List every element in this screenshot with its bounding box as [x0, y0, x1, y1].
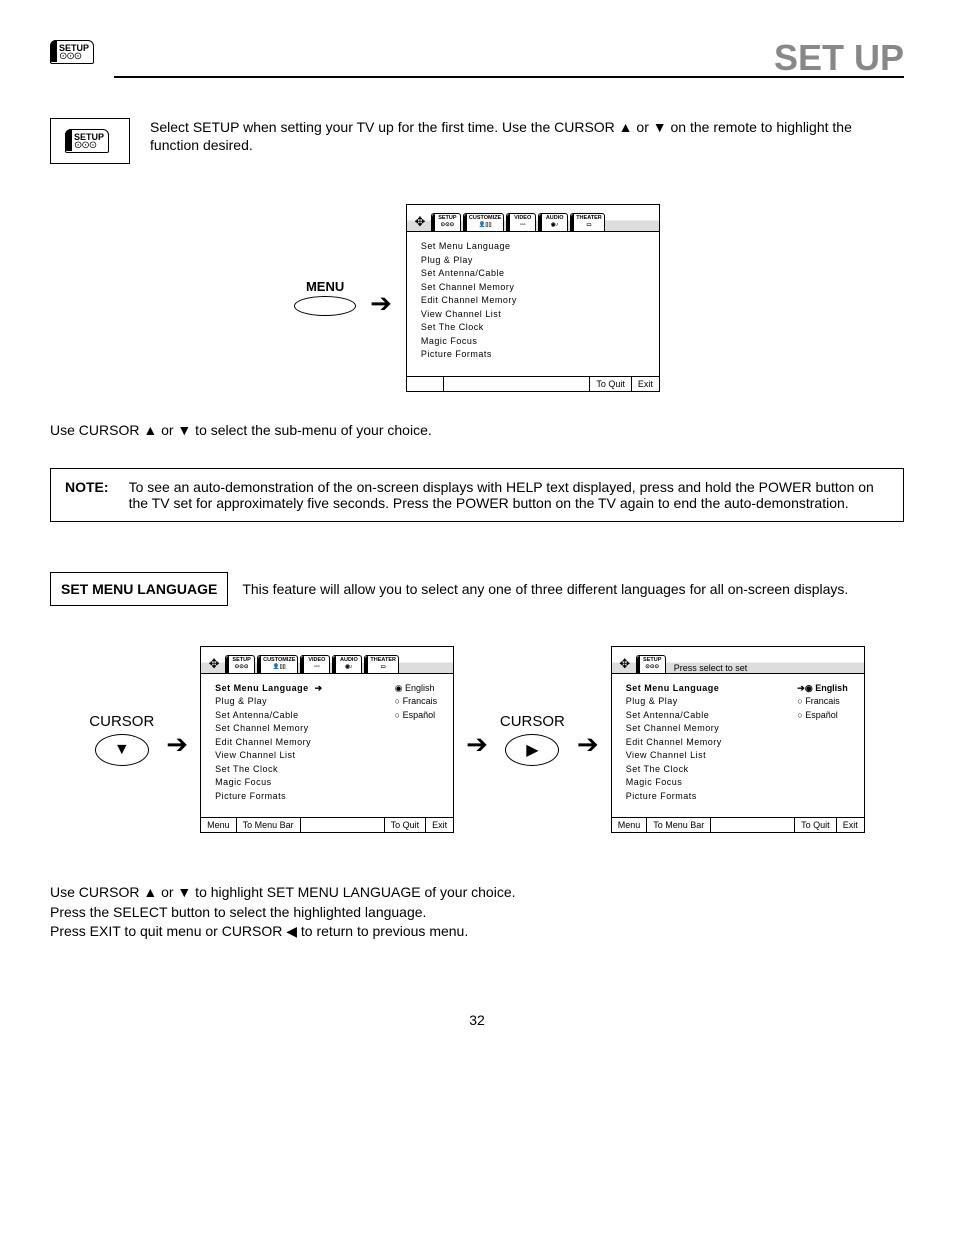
final-instructions: Use CURSOR ▲ or ▼ to highlight SET MENU … [50, 883, 904, 942]
corner-setup-icon: SETUP ⊙⊙⊙ [50, 40, 94, 64]
note-text: To see an auto-demonstration of the on-s… [129, 479, 889, 511]
arrow-right-icon: ➔ [370, 290, 392, 316]
menu-item-magic-focus: Magic Focus [421, 335, 517, 349]
cursor-down-graphic: CURSOR ▼ [89, 713, 154, 766]
note-label: NOTE: [65, 479, 109, 511]
osd-tab-customize: CUSTOMIZE👤▯▯ [463, 213, 504, 231]
menu-item-set-the-clock: Set The Clock [421, 321, 517, 335]
note-box: NOTE: To see an auto-demonstration of th… [50, 468, 904, 522]
menu-item-plug-play: Plug & Play [421, 254, 517, 268]
osd-footer: To Quit Exit [407, 376, 659, 391]
menu-item-set-antenna: Set Antenna/Cable [421, 267, 517, 281]
setup-box-gears-icon: ⊙⊙⊙ [74, 142, 104, 150]
footer-to-menu-bar: To Menu Bar [237, 818, 301, 832]
intro-text: Select SETUP when setting your TV up for… [150, 118, 904, 154]
arrow-right-icon-2: ➔ [166, 731, 188, 757]
opt-english: English [395, 682, 437, 696]
final-line-2: Press the SELECT button to select the hi… [50, 903, 904, 923]
arrow-right-icon-4: ➔ [577, 731, 599, 757]
osd-menu-list: Set Menu Language Plug & Play Set Antenn… [421, 240, 517, 362]
language-options-2: ➔English Francais Español [797, 682, 853, 804]
dpad-icon: ✥ [205, 655, 223, 673]
opt-english-selected: English [805, 683, 848, 693]
footer-to-quit: To Quit [589, 377, 631, 391]
setup-box-icon: SETUP ⊙⊙⊙ [50, 118, 130, 164]
dpad-icon: ✥ [616, 655, 634, 673]
setup-gears-icon: ⊙⊙⊙ [59, 53, 89, 61]
dpad-icon: ✥ [411, 213, 429, 231]
menu-button-label: MENU [294, 279, 356, 294]
osd-tab-bar: ✥ SETUP⊙⊙⊙ CUSTOMIZE👤▯▯ VIDEO▫▫▫ AUDIO◉♪… [407, 205, 659, 232]
menu-item-set-channel-memory: Set Channel Memory [421, 281, 517, 295]
menu-button-graphic: MENU [294, 279, 356, 316]
menu-item-view-channel-list: View Channel List [421, 308, 517, 322]
opt-espanol: Español [395, 709, 437, 723]
osd-tab-setup: SETUP⊙⊙⊙ [431, 213, 461, 231]
cursor-down-icon: ▼ [95, 734, 149, 766]
menu-button-oval-icon [294, 296, 356, 316]
final-line-3: Press EXIT to quit menu or CURSOR ◀ to r… [50, 922, 904, 942]
final-line-1: Use CURSOR ▲ or ▼ to highlight SET MENU … [50, 883, 904, 903]
osd-tab-theater: THEATER▭ [570, 213, 605, 231]
footer-menu: Menu [201, 818, 237, 832]
instruction-1: Use CURSOR ▲ or ▼ to select the sub-menu… [50, 422, 904, 438]
osd-main-menu: ✥ SETUP⊙⊙⊙ CUSTOMIZE👤▯▯ VIDEO▫▫▫ AUDIO◉♪… [406, 204, 660, 392]
menu-item-picture-formats: Picture Formats [421, 348, 517, 362]
menu-item-set-menu-language-hl: Set Menu Language [215, 683, 309, 693]
osd-hint-text: Press select to set [668, 659, 748, 673]
section-label-set-menu-language: SET MENU LANGUAGE [50, 572, 228, 606]
page-title: SET UP [114, 40, 904, 78]
arrow-right-icon-3: ➔ [466, 731, 488, 757]
page-number: 32 [50, 1012, 904, 1028]
menu-item-set-menu-language: Set Menu Language [421, 240, 517, 254]
language-options-1: English Francais Español [395, 682, 443, 804]
cursor-right-icon: ▶ [505, 734, 559, 766]
section-desc: This feature will allow you to select an… [242, 581, 904, 597]
osd-tab-audio: AUDIO◉♪ [538, 213, 568, 231]
osd-language-select-1: ✥ SETUP⊙⊙⊙ CUSTOMIZE👤▯▯ VIDEO▫▫▫ AUDIO◉♪… [200, 646, 454, 834]
cursor-right-graphic: CURSOR ▶ [500, 713, 565, 766]
footer-exit: Exit [631, 377, 659, 391]
osd-language-select-2: ✥ SETUP⊙⊙⊙ Press select to set Set Menu … [611, 646, 865, 834]
menu-item-edit-channel-memory: Edit Channel Memory [421, 294, 517, 308]
opt-francais: Francais [395, 695, 437, 709]
cursor-label-2: CURSOR [500, 713, 565, 730]
cursor-label-1: CURSOR [89, 713, 154, 730]
osd-tab-video: VIDEO▫▫▫ [506, 213, 536, 231]
